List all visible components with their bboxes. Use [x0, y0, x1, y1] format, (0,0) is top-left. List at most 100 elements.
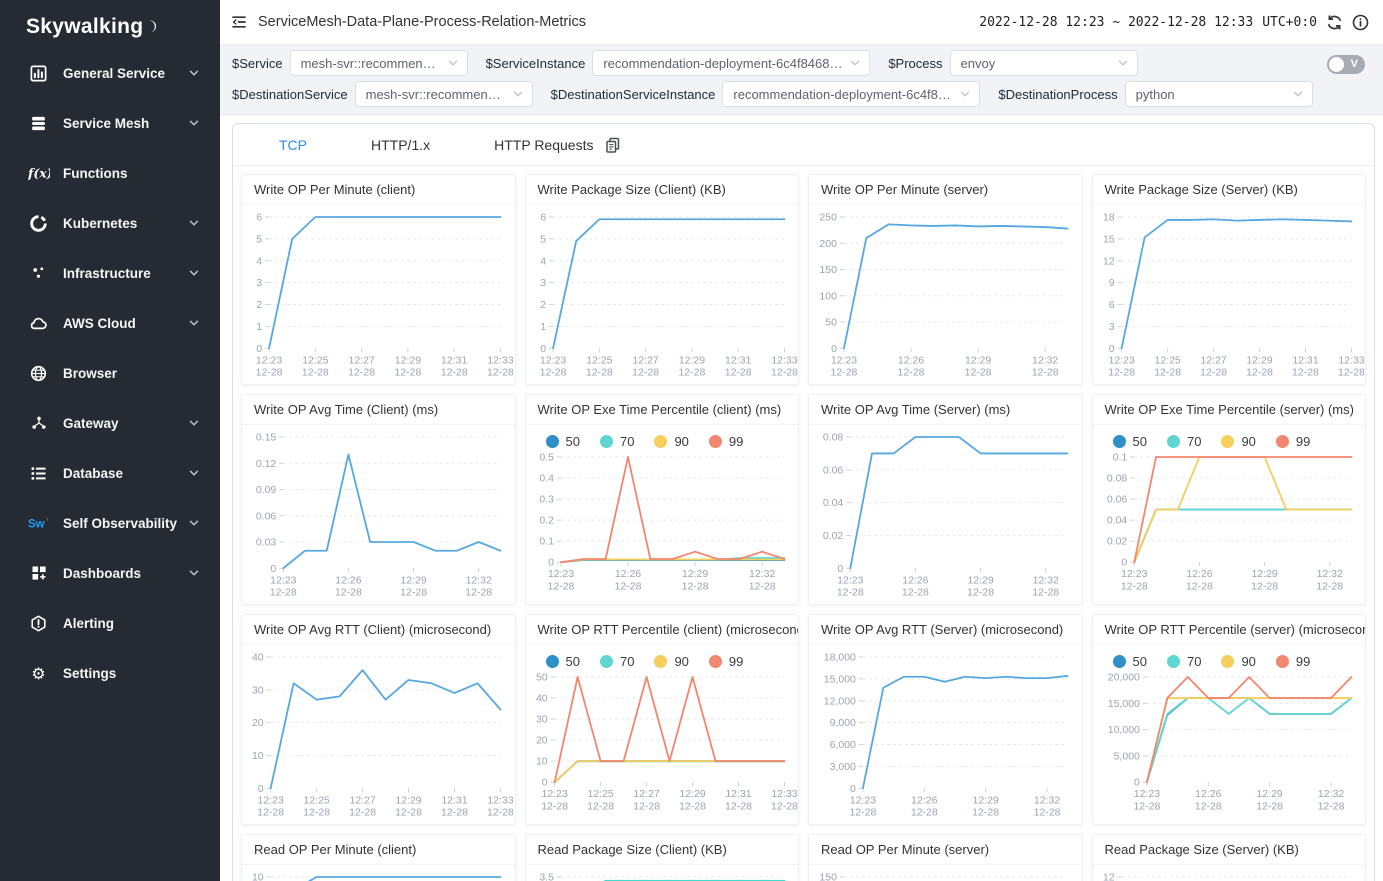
- svg-text:12-28: 12-28: [587, 800, 614, 812]
- select-destinationserviceinstance[interactable]: recommendation-deployment-6c4f846859-l8r…: [722, 81, 981, 107]
- charts-scroll-area[interactable]: TCP HTTP/1.x HTTP Requests Write OP Per Mi…: [220, 115, 1383, 881]
- chevron-down-icon: [512, 88, 524, 100]
- legend-label: 99: [728, 654, 744, 669]
- legend-item-90[interactable]: 90: [1221, 434, 1256, 449]
- sidebar-item-aws-cloud[interactable]: AWS Cloud: [0, 298, 220, 348]
- svg-text:12:29: 12:29: [400, 574, 426, 586]
- collapse-menu-icon[interactable]: [230, 13, 248, 31]
- globe-icon: [27, 365, 50, 382]
- sidebar-item-self-observability[interactable]: Sw Self Observability: [0, 498, 220, 548]
- tab-http-requests[interactable]: HTTP Requests: [494, 136, 594, 153]
- svg-text:0.03: 0.03: [256, 537, 277, 549]
- legend-item-99[interactable]: 99: [1275, 654, 1310, 669]
- svg-text:12:29: 12:29: [395, 354, 421, 366]
- legend-item-50[interactable]: 50: [545, 434, 580, 449]
- sidebar-item-database[interactable]: Database: [0, 448, 220, 498]
- svg-text:0: 0: [837, 563, 843, 575]
- refresh-icon[interactable]: [1326, 14, 1343, 31]
- legend-item-50[interactable]: 50: [1112, 654, 1147, 669]
- svg-text:12-28: 12-28: [967, 586, 994, 598]
- svg-text:12-28: 12-28: [302, 366, 329, 378]
- svg-text:5,000: 5,000: [1113, 750, 1139, 762]
- svg-text:12:26: 12:26: [898, 354, 924, 366]
- chart-title: Write OP Per Minute (server): [809, 175, 1082, 205]
- chart-legend: 50 70 90 99: [526, 645, 799, 669]
- svg-text:12-28: 12-28: [487, 806, 514, 818]
- legend-dot-icon: [1166, 655, 1180, 668]
- time-range[interactable]: 2022-12-28 12:23 ~ 2022-12-28 12:33: [979, 14, 1254, 30]
- legend-item-90[interactable]: 90: [654, 434, 689, 449]
- sidebar-item-label: Gateway: [63, 415, 119, 431]
- sidebar-item-label: Alerting: [63, 615, 115, 631]
- tab-http-1-x[interactable]: HTTP/1.x: [371, 136, 431, 153]
- legend-item-90[interactable]: 90: [654, 654, 689, 669]
- sidebar-item-browser[interactable]: Browser: [0, 348, 220, 398]
- tab-tcp[interactable]: TCP: [279, 136, 307, 153]
- sidebar-item-gateway[interactable]: Gateway: [0, 398, 220, 448]
- select-serviceinstance[interactable]: recommendation-deployment-6c4f846859-l8r…: [592, 50, 871, 76]
- svg-text:12:25: 12:25: [304, 794, 330, 806]
- legend-item-99[interactable]: 99: [708, 654, 744, 669]
- app-logo[interactable]: Skywalking: [0, 0, 220, 48]
- legend-item-70[interactable]: 70: [1166, 654, 1201, 669]
- svg-text:12:25: 12:25: [1154, 354, 1180, 366]
- legend-item-70[interactable]: 70: [599, 654, 634, 669]
- sidebar-item-settings[interactable]: ⚙ Settings: [0, 648, 220, 698]
- sidebar: Skywalking General Service Service Mesh ƒ(…: [0, 0, 220, 881]
- legend-dot-icon: [654, 435, 668, 448]
- select-destinationservice[interactable]: mesh-svr::recommendation: [354, 81, 533, 107]
- line-chart-plot: 03,0006,0009,00012,00015,00018,00012:231…: [824, 652, 1069, 818]
- legend-item-50[interactable]: 50: [1112, 434, 1147, 449]
- legend-item-50[interactable]: 50: [545, 654, 580, 669]
- gateway-icon: [27, 415, 50, 431]
- svg-text:0: 0: [256, 343, 262, 355]
- sidebar-item-kubernetes[interactable]: Kubernetes: [0, 198, 220, 248]
- app-logo-text: Skywalking: [26, 15, 144, 38]
- info-icon[interactable]: [1352, 14, 1369, 31]
- legend-item-70[interactable]: 70: [599, 434, 634, 449]
- legend-item-99[interactable]: 99: [708, 434, 743, 449]
- chart-title: Read Package Size (Server) (KB): [1092, 835, 1365, 865]
- legend-label: 99: [1295, 434, 1311, 449]
- filter-label: $Process: [888, 55, 943, 71]
- sidebar-item-alerting[interactable]: Alerting: [0, 598, 220, 648]
- svg-text:12-28: 12-28: [394, 366, 421, 378]
- select-destinationprocess[interactable]: python: [1124, 81, 1313, 107]
- sidebar-item-dashboards[interactable]: Dashboards: [0, 548, 220, 598]
- chart-title: Write OP RTT Percentile (server) (micros…: [1092, 615, 1365, 645]
- chevron-down-icon: [1117, 57, 1129, 69]
- select-service[interactable]: mesh-svr::recommendation: [289, 50, 468, 76]
- svg-text:12-28: 12-28: [585, 366, 612, 378]
- svg-text:1: 1: [540, 321, 546, 333]
- svg-text:12:27: 12:27: [349, 794, 375, 806]
- toggle-label: V: [1350, 57, 1358, 70]
- svg-text:12:25: 12:25: [302, 354, 328, 366]
- sidebar-item-functions[interactable]: ƒ(x) Functions: [0, 148, 220, 198]
- svg-text:150: 150: [819, 264, 837, 276]
- legend-dot-icon: [545, 435, 559, 448]
- svg-text:3: 3: [540, 277, 546, 289]
- svg-text:12:23: 12:23: [850, 794, 876, 806]
- sidebar-item-infrastructure[interactable]: Infrastructure: [0, 248, 220, 298]
- sidebar-item-service-mesh[interactable]: Service Mesh: [0, 98, 220, 148]
- sidebar-item-general-service[interactable]: General Service: [0, 48, 220, 98]
- chevron-down-icon: [188, 517, 200, 529]
- line-chart-plot: 024681012:2312-2812:2512-2812:2712-2812:…: [252, 872, 502, 881]
- svg-text:12:23: 12:23: [256, 354, 282, 366]
- svg-text:12: 12: [1102, 872, 1114, 881]
- view-toggle[interactable]: V: [1327, 55, 1365, 74]
- svg-text:2: 2: [540, 299, 546, 311]
- skywalking-icon: Sw: [27, 516, 50, 530]
- svg-text:12-28: 12-28: [972, 806, 999, 818]
- svg-text:0: 0: [1121, 557, 1127, 569]
- svg-text:0.3: 0.3: [539, 494, 554, 506]
- legend-item-70[interactable]: 70: [1166, 434, 1201, 449]
- legend-item-90[interactable]: 90: [1221, 654, 1256, 669]
- legend-item-99[interactable]: 99: [1275, 434, 1311, 449]
- select-process[interactable]: envoy: [949, 50, 1138, 76]
- kubernetes-icon: [27, 214, 50, 232]
- svg-text:18,000: 18,000: [824, 652, 856, 664]
- chart-title: Read Package Size (Client) (KB): [525, 835, 798, 865]
- gear-icon: ⚙: [27, 665, 50, 682]
- copy-icon[interactable]: [605, 137, 621, 153]
